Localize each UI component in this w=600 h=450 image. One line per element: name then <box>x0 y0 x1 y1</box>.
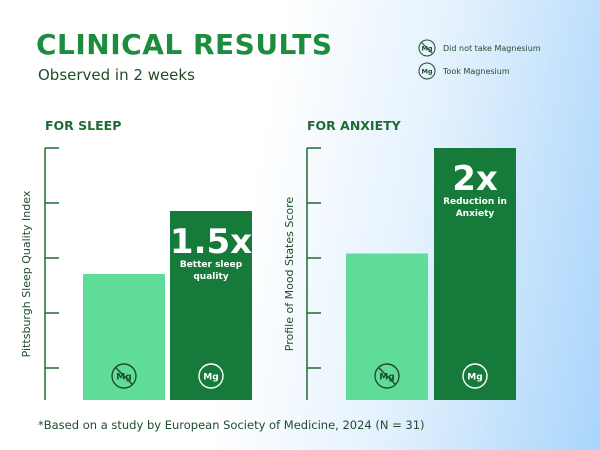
chart-section-title: FOR ANXIETY <box>307 118 402 133</box>
icon-label: Mg <box>116 373 131 383</box>
no-magnesium-icon: Mg <box>418 39 436 57</box>
icon-strike <box>115 367 133 385</box>
bar-no-magnesium <box>83 274 165 400</box>
chart-subtitle: Observed in 2 weeks <box>38 66 195 84</box>
icon-strike <box>378 367 396 385</box>
legend-item-magnesium: Mg Took Magnesium <box>418 61 541 81</box>
legend-item-no-magnesium: Mg Did not take Magnesium <box>418 38 541 58</box>
annotation-value: 2x <box>452 159 498 199</box>
legend: Mg Did not take Magnesium Mg Took Magnes… <box>418 38 541 84</box>
legend-label: Took Magnesium <box>443 66 510 76</box>
chart-title: CLINICAL RESULTS <box>36 28 333 61</box>
no-magnesium-icon <box>374 363 400 389</box>
annotation-label: Reduction in Anxiety <box>443 197 507 219</box>
chart-section-title: FOR SLEEP <box>45 118 121 133</box>
icon-label: Mg <box>467 373 482 383</box>
icon-label: Mg <box>379 373 394 383</box>
svg-text:Mg: Mg <box>421 68 432 76</box>
annotation-value: 1.5x <box>170 222 252 262</box>
no-magnesium-icon <box>111 363 137 389</box>
footnote: *Based on a study by European Society of… <box>38 418 425 432</box>
icon-label: Mg <box>203 373 218 383</box>
bar-magnesium <box>434 148 516 400</box>
legend-label: Did not take Magnesium <box>443 43 541 53</box>
y-axis-label: Pittsburgh Sleep Quality Index <box>20 190 33 357</box>
bar-magnesium <box>170 211 252 400</box>
magnesium-icon <box>462 363 488 389</box>
magnesium-icon: Mg <box>418 62 436 80</box>
magnesium-icon <box>198 363 224 389</box>
annotation-label: Better sleep quality <box>180 260 243 282</box>
y-axis-label: Profile of Mood States Score <box>283 197 296 352</box>
